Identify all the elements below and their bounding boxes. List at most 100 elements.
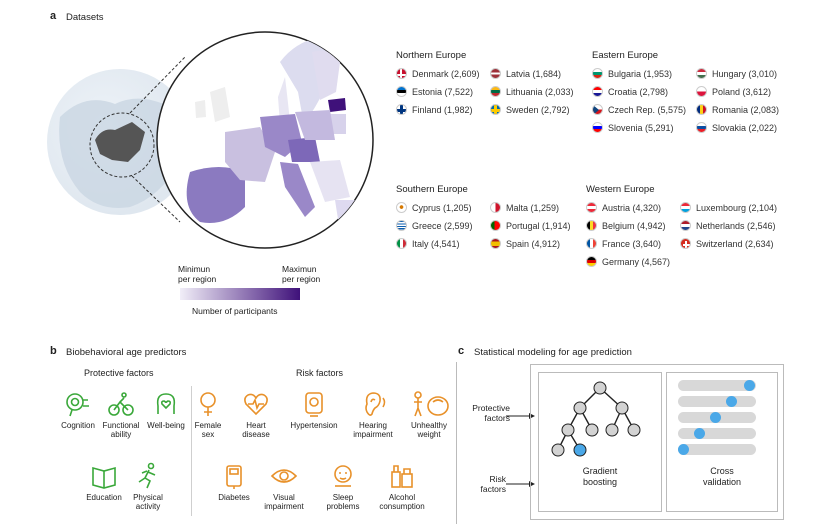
- factor-cognition: Cognition: [56, 390, 100, 430]
- panel-c-border: [456, 362, 457, 524]
- factor-alcohol-consumption: Alcohol consumption: [372, 462, 432, 511]
- factor-diabetes: Diabetes: [212, 462, 256, 502]
- finland-flag-icon: [396, 104, 407, 115]
- input-arrows: [506, 413, 535, 487]
- malta-flag-icon: [490, 202, 501, 213]
- cv-fold-5: [678, 444, 756, 455]
- greece-flag-icon: [396, 220, 407, 231]
- belgium-flag-icon: [586, 220, 597, 231]
- panel-a-letter: a: [50, 10, 57, 22]
- gradient-boosting-label: Gradient boosting: [582, 466, 618, 487]
- ear-icon: [365, 392, 386, 416]
- female-sex-icon: [200, 392, 216, 416]
- input-risk-label: Risk factors: [480, 474, 506, 494]
- legend-color-bar: [180, 288, 300, 300]
- slovakia-flag-icon: [696, 122, 707, 133]
- scale-icon: [414, 391, 449, 417]
- panel-c-letter: c: [458, 345, 465, 357]
- country-germany: Germany (4,567): [586, 256, 670, 267]
- cv-test-marker: [678, 444, 689, 455]
- country-greece: Greece (2,599): [396, 220, 473, 231]
- panel-a-title: Datasets: [66, 12, 104, 23]
- country-slovenia: Slovenia (5,291): [592, 122, 674, 133]
- cv-fold-2: [678, 396, 756, 407]
- country-luxembourg: Luxembourg (2,104): [680, 202, 777, 213]
- country-hungary: Hungary (3,010): [696, 68, 777, 79]
- country-malta: Malta (1,259): [490, 202, 559, 213]
- country-france: France (3,640): [586, 238, 661, 249]
- cv-fold-4: [678, 428, 756, 439]
- cv-test-marker: [726, 396, 737, 407]
- portugal-flag-icon: [490, 220, 501, 231]
- country-cyprus: Cyprus (1,205): [396, 202, 472, 213]
- luxembourg-flag-icon: [680, 202, 691, 213]
- denmark-flag-icon: [396, 68, 407, 79]
- country-czech: Czech Rep. (5,575): [592, 104, 686, 115]
- cross-validation-label: Cross validation: [702, 466, 742, 487]
- panel-b-title: Biobehavioral age predictors: [66, 347, 187, 358]
- country-spain: Spain (4,912): [490, 238, 560, 249]
- netherlands-flag-icon: [680, 220, 691, 231]
- glucose-meter-icon: [226, 465, 242, 489]
- input-protective-label: Protective factors: [472, 403, 510, 423]
- estonia-flag-icon: [396, 86, 407, 97]
- cv-test-marker: [710, 412, 721, 423]
- factor-female-sex: Female sex: [190, 390, 226, 439]
- switzerland-flag-icon: [680, 238, 691, 249]
- country-belgium: Belgium (4,942): [586, 220, 666, 231]
- country-bulgaria: Bulgaria (1,953): [592, 68, 672, 79]
- blood-pressure-icon: [305, 392, 323, 417]
- cyclist-icon: [108, 392, 134, 416]
- legend-caption: Number of participants: [192, 306, 278, 316]
- legend-min-label: Minimun per region: [178, 264, 217, 284]
- model-outer-box: [530, 364, 784, 520]
- panel-c-title: Statistical modeling for age prediction: [474, 347, 632, 358]
- book-icon: [92, 466, 116, 489]
- hungary-flag-icon: [696, 68, 707, 79]
- factor-heart-disease: Heart disease: [234, 390, 278, 439]
- decision-tree-icon: [551, 381, 641, 457]
- region-northern-europe: Northern Europe: [396, 50, 467, 61]
- factor-physical-activity: Physical activity: [126, 462, 170, 511]
- country-portugal: Portugal (1,914): [490, 220, 571, 231]
- heart-disease-icon: [244, 393, 268, 416]
- region-western-europe: Western Europe: [586, 184, 655, 195]
- italy-flag-icon: [396, 238, 407, 249]
- factor-visual-impairment: Visual impairment: [258, 462, 310, 511]
- factor-sleep-problems: Sleep problems: [318, 462, 368, 511]
- region-southern-europe: Southern Europe: [396, 184, 468, 195]
- factor-functional-ability: Functional ability: [98, 390, 144, 439]
- legend-max-label: Maximun per region: [282, 264, 321, 284]
- lithuania-flag-icon: [490, 86, 501, 97]
- country-sweden: Sweden (2,792): [490, 104, 570, 115]
- sweden-flag-icon: [490, 104, 501, 115]
- croatia-flag-icon: [592, 86, 603, 97]
- country-switzerland: Switzerland (2,634): [680, 238, 774, 249]
- country-finland: Finland (1,982): [396, 104, 473, 115]
- czech-flag-icon: [592, 104, 603, 115]
- cv-test-marker: [744, 380, 755, 391]
- cv-test-marker: [694, 428, 705, 439]
- country-slovakia: Slovakia (2,022): [696, 122, 777, 133]
- country-denmark: Denmark (2,609): [396, 68, 480, 79]
- country-poland: Poland (3,612): [696, 86, 771, 97]
- protective-factors-header: Protective factors: [84, 368, 154, 378]
- france-flag-icon: [586, 238, 597, 249]
- country-latvia: Latvia (1,684): [490, 68, 561, 79]
- cv-folds: [678, 380, 758, 456]
- country-austria: Austria (4,320): [586, 202, 661, 213]
- sleep-icon: [334, 465, 352, 487]
- alcohol-icon: [391, 465, 413, 488]
- bulgaria-flag-icon: [592, 68, 603, 79]
- country-italy: Italy (4,541): [396, 238, 460, 249]
- risk-factors-header: Risk factors: [296, 368, 344, 378]
- cv-fold-3: [678, 412, 756, 423]
- germany-flag-icon: [586, 256, 597, 267]
- latvia-flag-icon: [490, 68, 501, 79]
- factor-hearing-impairment: Hearing impairment: [348, 390, 398, 439]
- runner-icon: [138, 462, 156, 489]
- gradient-boosting-box: [538, 372, 662, 512]
- country-estonia: Estonia (7,522): [396, 86, 473, 97]
- factor-divider: [191, 386, 192, 516]
- poland-flag-icon: [696, 86, 707, 97]
